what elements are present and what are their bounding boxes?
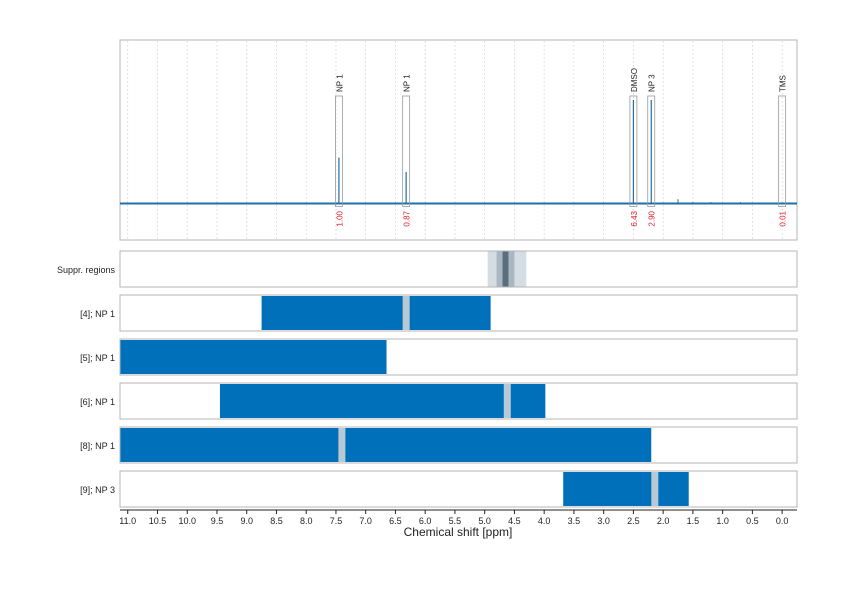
x-tick-label: 7.5 [330, 516, 343, 526]
peak-integral: 1.00 [335, 210, 344, 226]
grid-lines [127, 41, 783, 239]
x-tick-label: 1.0 [716, 516, 729, 526]
x-tick-label: 6.0 [419, 516, 432, 526]
x-axis: 11.0 10.5 10.0 9.5 9.0 8.5 8.0 7.5 7.0 6.5 6.0 5.5 5… [119, 509, 797, 526]
row-label: [5]; NP 1 [80, 353, 115, 363]
x-tick-label: 11.0 [119, 516, 136, 526]
row-frame [119, 250, 798, 288]
peak-bracket [335, 95, 343, 207]
region-gap [338, 428, 346, 462]
spectrum-panel [119, 39, 798, 241]
x-tick-label: 0.0 [776, 516, 789, 526]
peak-integral: 6.43 [630, 210, 639, 226]
x-tick-label: 6.5 [389, 516, 402, 526]
x-tick-label: 4.0 [538, 516, 551, 526]
x-tick-label: 5.5 [449, 516, 462, 526]
x-tick-label: 8.0 [300, 516, 313, 526]
row-label: [6]; NP 1 [80, 397, 115, 407]
peak-bracket [402, 95, 411, 207]
x-tick-label: 3.0 [597, 516, 610, 526]
spectrum-layer: NP 1 1.00 NP 1 0.87 DMSO 6.43 NP 3 2.90 TMS 0.01 [120, 68, 797, 227]
peak-bracket [778, 95, 787, 207]
x-tick-label: 10.0 [178, 516, 196, 526]
region-bar [563, 472, 689, 506]
region-bar [120, 340, 387, 374]
row-label: Suppr. regions [57, 265, 116, 275]
x-tick-label: 7.0 [359, 516, 372, 526]
peak-integral: 0.87 [403, 210, 412, 226]
peak-label: TMS [779, 75, 788, 92]
x-tick-label: 10.5 [149, 516, 167, 526]
x-tick-label: 0.5 [746, 516, 759, 526]
x-tick-label: 2.0 [657, 516, 670, 526]
peak-label: NP 3 [648, 74, 657, 92]
peak-bracket [629, 95, 638, 207]
x-tick-label: 1.5 [687, 516, 700, 526]
region-bar [261, 296, 491, 330]
x-tick-label: 5.0 [478, 516, 491, 526]
region-gap [402, 296, 410, 330]
region-bar [120, 428, 652, 462]
peak-integral: 0.01 [779, 210, 788, 226]
row-label: [9]; NP 3 [80, 485, 115, 495]
region-gap [651, 472, 659, 506]
x-tick-label: 4.5 [508, 516, 521, 526]
region-bar [219, 384, 546, 418]
row-label: [8]; NP 1 [80, 441, 115, 451]
peak-bracket [647, 95, 656, 207]
peak-label: NP 1 [335, 74, 344, 92]
x-tick-label: 9.5 [211, 516, 224, 526]
peak-label: DMSO [630, 68, 639, 92]
x-tick-label: 9.0 [240, 516, 253, 526]
peak-label: NP 1 [403, 74, 412, 92]
region-gap [503, 384, 511, 418]
x-tick-label: 2.5 [627, 516, 640, 526]
suppressed-band [502, 251, 509, 287]
peak-integral: 2.90 [648, 210, 657, 226]
x-axis-label: Chemical shift [ppm] [404, 525, 513, 539]
x-tick-label: 8.5 [270, 516, 283, 526]
x-tick-label: 3.5 [568, 516, 581, 526]
row-label: [4]; NP 1 [80, 309, 115, 319]
region-rows: Suppr. regions [4]; NP 1 [5]; NP 1 [6]; NP … [57, 250, 798, 508]
row-frame [119, 470, 798, 508]
